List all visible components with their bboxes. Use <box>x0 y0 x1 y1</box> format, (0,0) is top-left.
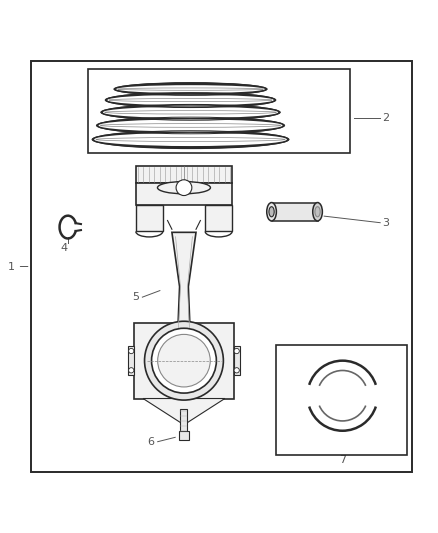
Circle shape <box>176 180 192 196</box>
Ellipse shape <box>103 107 278 118</box>
Ellipse shape <box>96 116 285 135</box>
Circle shape <box>158 334 210 387</box>
Circle shape <box>152 328 216 393</box>
Circle shape <box>234 368 239 373</box>
Ellipse shape <box>107 95 274 106</box>
Bar <box>128 346 134 375</box>
Bar <box>272 203 318 221</box>
Bar <box>180 409 187 433</box>
Circle shape <box>129 349 134 354</box>
Circle shape <box>145 321 223 400</box>
Ellipse shape <box>94 133 287 146</box>
Ellipse shape <box>99 119 283 132</box>
Circle shape <box>129 368 134 373</box>
Bar <box>136 166 232 183</box>
Bar <box>205 205 232 231</box>
Text: 2: 2 <box>382 112 389 123</box>
Ellipse shape <box>313 203 322 221</box>
Text: 7: 7 <box>339 455 346 465</box>
Text: 6: 6 <box>148 437 155 447</box>
Bar <box>179 431 189 440</box>
Text: 4: 4 <box>60 243 67 253</box>
Circle shape <box>234 349 239 354</box>
Polygon shape <box>172 232 196 341</box>
Ellipse shape <box>92 130 290 149</box>
Ellipse shape <box>269 207 274 217</box>
Bar <box>233 346 240 375</box>
Ellipse shape <box>267 203 276 221</box>
Ellipse shape <box>116 85 265 93</box>
Ellipse shape <box>105 92 276 108</box>
Bar <box>31 61 412 472</box>
Text: 1: 1 <box>7 262 14 271</box>
Ellipse shape <box>100 103 281 121</box>
Bar <box>134 323 233 399</box>
Ellipse shape <box>113 82 268 96</box>
Bar <box>276 345 407 455</box>
Bar <box>136 205 163 231</box>
Polygon shape <box>143 399 225 425</box>
Text: 3: 3 <box>382 217 389 228</box>
Ellipse shape <box>157 182 210 194</box>
Ellipse shape <box>315 207 320 217</box>
Bar <box>136 183 232 205</box>
Text: 5: 5 <box>132 292 139 302</box>
Bar <box>88 69 350 152</box>
